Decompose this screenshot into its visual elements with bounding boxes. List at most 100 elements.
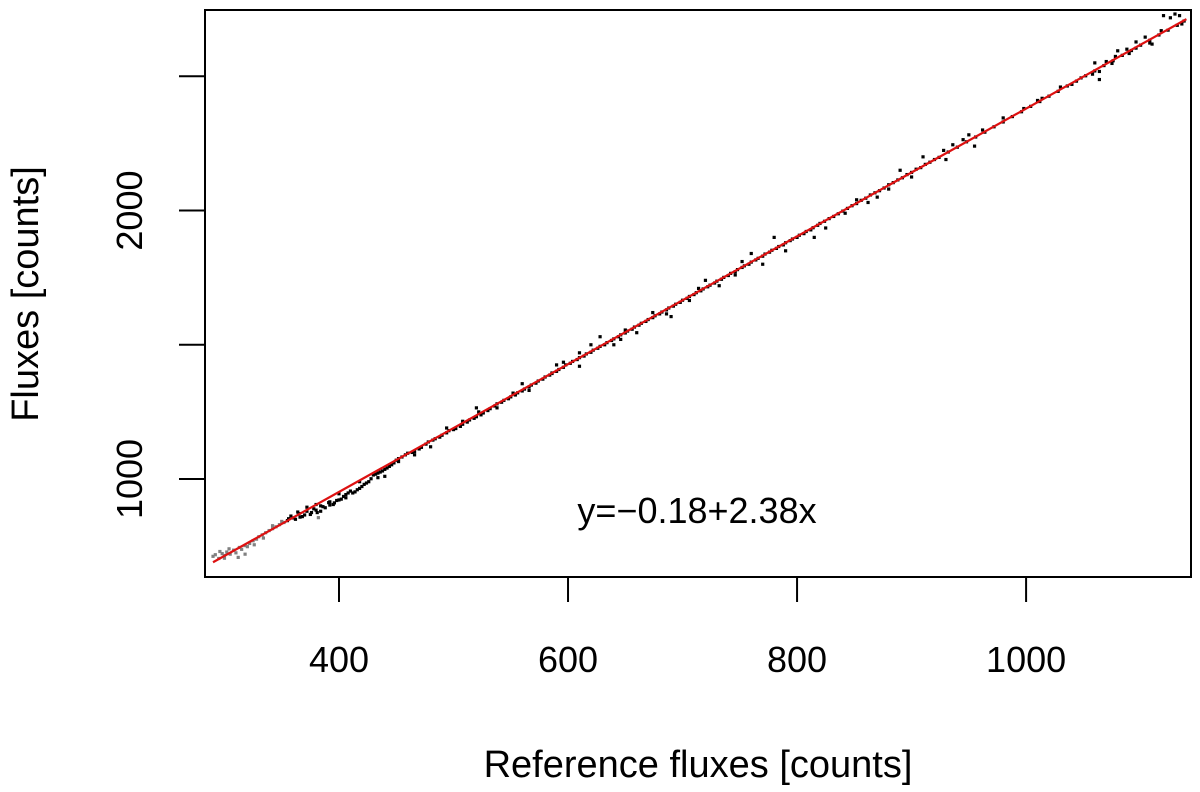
data-point bbox=[875, 195, 879, 199]
data-point bbox=[364, 481, 369, 485]
fit-equation-annotation: y=−0.18+2.38x bbox=[577, 490, 816, 531]
data-point bbox=[376, 471, 380, 475]
y-axis: 1000 2000 bbox=[109, 75, 206, 519]
data-point bbox=[371, 473, 375, 477]
data-point bbox=[961, 138, 965, 142]
data-point bbox=[980, 128, 985, 132]
data-point bbox=[1097, 77, 1101, 82]
faint-data-point bbox=[213, 553, 217, 557]
faint-data-point bbox=[225, 550, 229, 554]
data-point bbox=[687, 298, 692, 303]
data-point bbox=[417, 447, 421, 451]
data-point bbox=[300, 514, 304, 519]
data-point bbox=[332, 501, 337, 505]
data-point bbox=[319, 509, 323, 513]
data-point bbox=[331, 502, 335, 507]
data-point bbox=[749, 251, 753, 256]
data-point bbox=[289, 514, 293, 518]
data-point bbox=[367, 480, 371, 484]
data-point bbox=[390, 463, 394, 467]
data-point bbox=[337, 498, 341, 502]
data-point bbox=[619, 337, 623, 342]
data-point bbox=[1097, 69, 1101, 74]
faint-data-point bbox=[261, 536, 266, 540]
data-point bbox=[378, 470, 382, 474]
data-point bbox=[1180, 22, 1184, 26]
data-point bbox=[335, 498, 339, 503]
data-point bbox=[303, 513, 307, 517]
faint-data-point bbox=[222, 556, 227, 560]
data-point bbox=[412, 450, 417, 454]
data-point bbox=[314, 508, 318, 512]
data-point bbox=[1040, 96, 1044, 100]
data-point bbox=[362, 482, 366, 486]
data-point bbox=[348, 489, 353, 493]
data-point bbox=[1177, 14, 1182, 18]
data-point bbox=[866, 200, 870, 205]
data-point bbox=[1090, 72, 1095, 76]
data-point bbox=[1113, 54, 1118, 59]
data-point bbox=[353, 490, 357, 494]
data-point bbox=[1001, 116, 1005, 120]
x-tick-label: 600 bbox=[538, 639, 598, 680]
data-point bbox=[374, 472, 378, 476]
data-point bbox=[479, 413, 483, 417]
data-point bbox=[1035, 98, 1040, 103]
data-point bbox=[740, 259, 744, 264]
data-point bbox=[855, 198, 859, 202]
data-point bbox=[341, 494, 346, 499]
x-tick-label: 400 bbox=[309, 639, 369, 680]
data-point bbox=[357, 486, 362, 491]
data-point bbox=[383, 467, 387, 471]
faint-data-point bbox=[220, 552, 224, 556]
data-point bbox=[761, 262, 765, 266]
data-point bbox=[369, 477, 373, 481]
faint-data-point bbox=[280, 519, 284, 524]
y-tick-label: 1000 bbox=[109, 439, 150, 519]
data-point bbox=[951, 143, 955, 147]
faint-data-point bbox=[252, 543, 256, 547]
data-point bbox=[387, 464, 391, 468]
faint-data-point bbox=[211, 554, 215, 558]
data-point bbox=[451, 428, 456, 432]
data-point bbox=[812, 235, 816, 239]
data-point bbox=[898, 168, 902, 172]
data-point bbox=[392, 461, 396, 465]
data-point bbox=[445, 426, 449, 430]
data-point bbox=[454, 426, 458, 431]
data-point bbox=[967, 133, 971, 137]
data-point bbox=[577, 351, 582, 355]
data-point bbox=[305, 509, 309, 513]
data-point bbox=[944, 157, 948, 162]
data-point bbox=[344, 492, 348, 497]
data-point bbox=[1159, 29, 1163, 33]
data-point bbox=[305, 505, 309, 509]
data-point bbox=[337, 492, 341, 496]
data-point bbox=[412, 453, 417, 457]
data-point bbox=[296, 510, 300, 514]
data-point bbox=[664, 312, 669, 316]
data-point bbox=[486, 408, 490, 413]
data-point bbox=[474, 415, 479, 419]
data-point bbox=[328, 500, 332, 504]
data-point bbox=[1143, 35, 1147, 39]
data-point bbox=[312, 507, 316, 511]
data-point bbox=[909, 175, 914, 179]
y-tick-label: 2000 bbox=[109, 170, 150, 250]
data-point bbox=[772, 235, 776, 239]
data-point bbox=[1110, 61, 1114, 66]
data-point bbox=[887, 187, 891, 191]
x-axis: 400 600 800 1000 bbox=[309, 576, 1066, 680]
data-point bbox=[461, 422, 465, 426]
data-point bbox=[293, 517, 298, 521]
data-point bbox=[511, 391, 515, 395]
data-point bbox=[429, 445, 433, 449]
data-point bbox=[328, 503, 332, 507]
data-point bbox=[1168, 16, 1172, 20]
data-point bbox=[1022, 106, 1026, 111]
data-point bbox=[396, 459, 401, 464]
data-point bbox=[733, 273, 737, 277]
data-point bbox=[477, 410, 481, 414]
faint-data-point bbox=[270, 524, 275, 528]
